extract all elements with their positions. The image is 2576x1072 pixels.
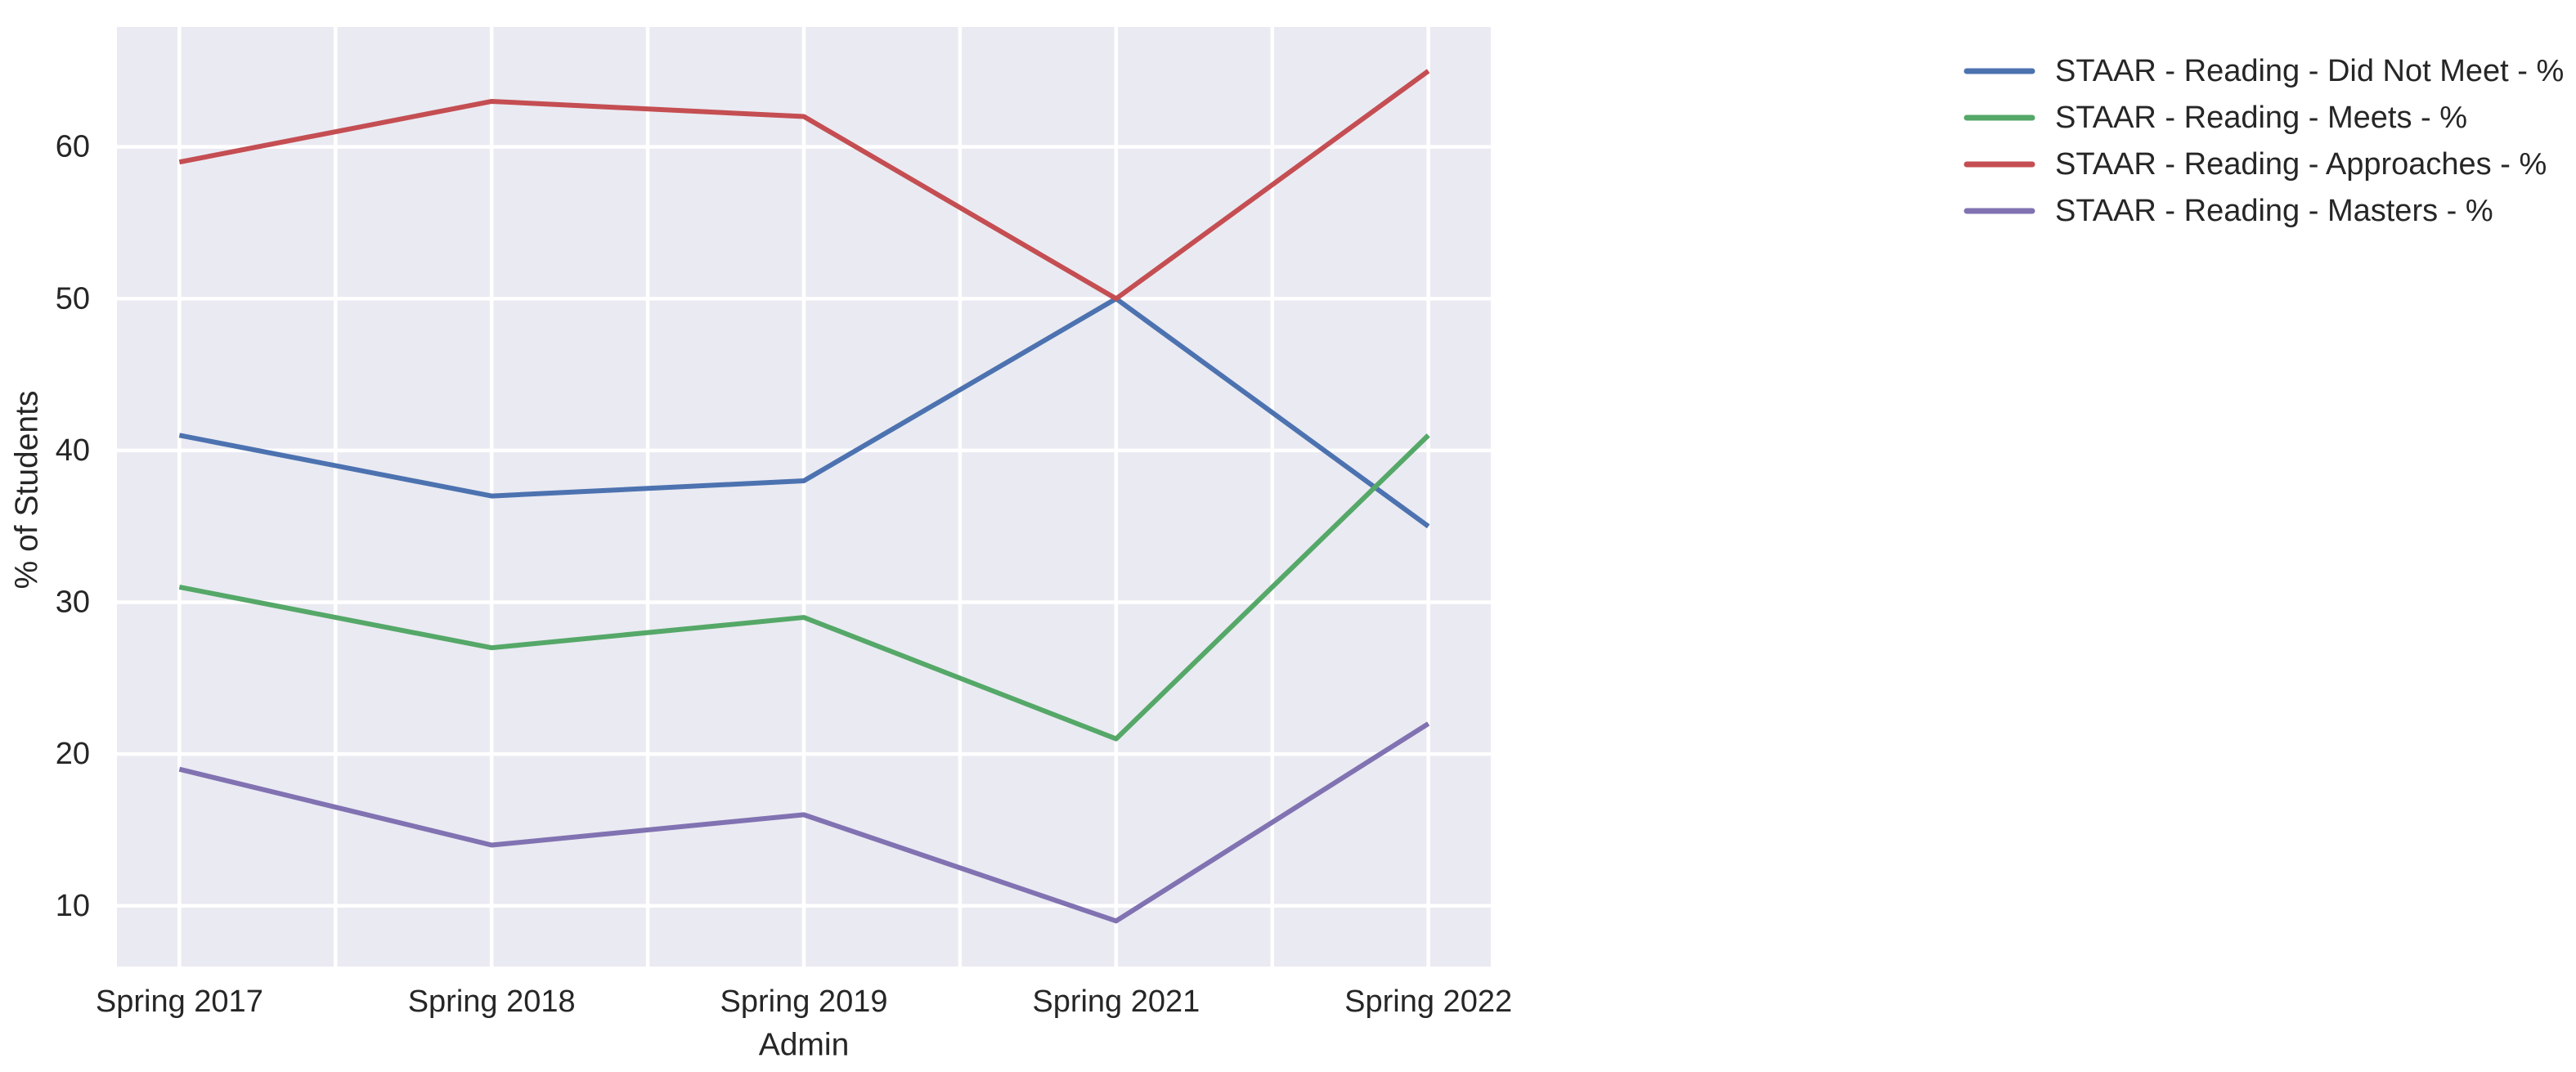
- gridlines: [117, 27, 1491, 967]
- x-tick-label: Spring 2019: [720, 985, 888, 1019]
- legend-item: STAAR - Reading - Did Not Meet - %: [1963, 54, 2564, 88]
- legend: STAAR - Reading - Did Not Meet - % STAAR …: [1963, 54, 2564, 228]
- x-tick-label: Spring 2018: [408, 985, 576, 1019]
- x-tick-label: Spring 2017: [96, 985, 263, 1019]
- x-tick-label: Spring 2021: [1032, 985, 1200, 1019]
- y-tick-label: 60: [56, 130, 90, 164]
- legend-item-label: STAAR - Reading - Approaches - %: [2055, 147, 2547, 182]
- y-tick-label: 20: [56, 737, 90, 771]
- x-axis-label: Admin: [759, 1028, 850, 1063]
- y-tick-label: 50: [56, 281, 90, 316]
- y-tick-label: 10: [56, 889, 90, 923]
- series-line-masters: [178, 721, 1430, 924]
- y-tick-label: 40: [56, 433, 90, 468]
- legend-item-label: STAAR - Reading - Did Not Meet - %: [2055, 54, 2564, 88]
- x-tick-label: Spring 2022: [1344, 985, 1512, 1019]
- legend-item-label: STAAR - Reading - Masters - %: [2055, 194, 2493, 228]
- series-line-approaches: [178, 69, 1430, 302]
- legend-item-label: STAAR - Reading - Meets - %: [2055, 101, 2467, 135]
- y-tick-label: 30: [56, 585, 90, 620]
- legend-item: STAAR - Reading - Masters - %: [1963, 194, 2493, 228]
- x-tick-labels: Spring 2017 Spring 2018 Spring 2019 Spring …: [96, 985, 1512, 1019]
- series-line-did-not-meet: [178, 296, 1430, 529]
- series-line-meets: [178, 433, 1430, 742]
- series-lines: [178, 69, 1430, 924]
- legend-item: STAAR - Reading - Approaches - %: [1963, 147, 2547, 182]
- legend-item: STAAR - Reading - Meets - %: [1963, 101, 2467, 135]
- y-axis-label: % of Students: [10, 391, 45, 590]
- y-tick-labels: 10 20 30 40 50 60: [56, 130, 90, 923]
